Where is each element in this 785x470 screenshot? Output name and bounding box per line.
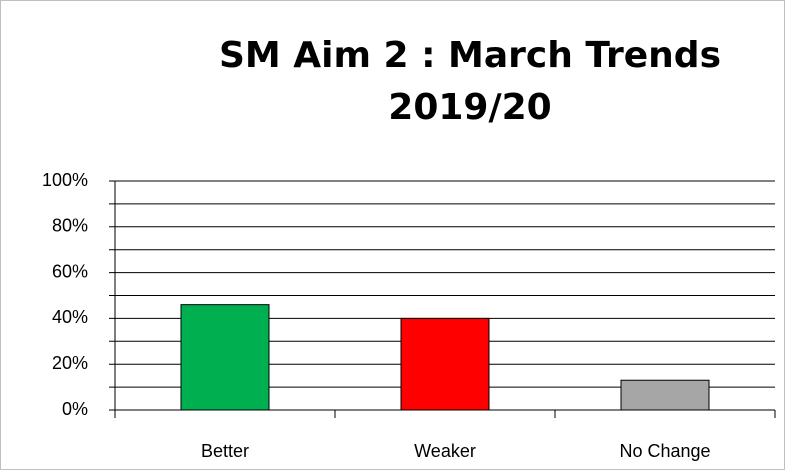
y-tick-label: 20% (52, 353, 88, 373)
y-tick-label: 60% (52, 261, 88, 281)
y-tick-label: 40% (52, 307, 88, 327)
bar (180, 304, 270, 411)
x-tick-label: Weaker (414, 441, 476, 461)
bar (400, 317, 490, 411)
x-tick-label: Better (201, 441, 249, 461)
y-tick-label: 0% (62, 399, 88, 419)
y-tick-label: 80% (52, 216, 88, 236)
chart-title: SM Aim 2 : March Trends 2019/20 (218, 35, 721, 128)
bar (620, 379, 710, 411)
x-tick-label: No Change (619, 441, 710, 461)
y-tick-label: 100% (42, 170, 88, 190)
